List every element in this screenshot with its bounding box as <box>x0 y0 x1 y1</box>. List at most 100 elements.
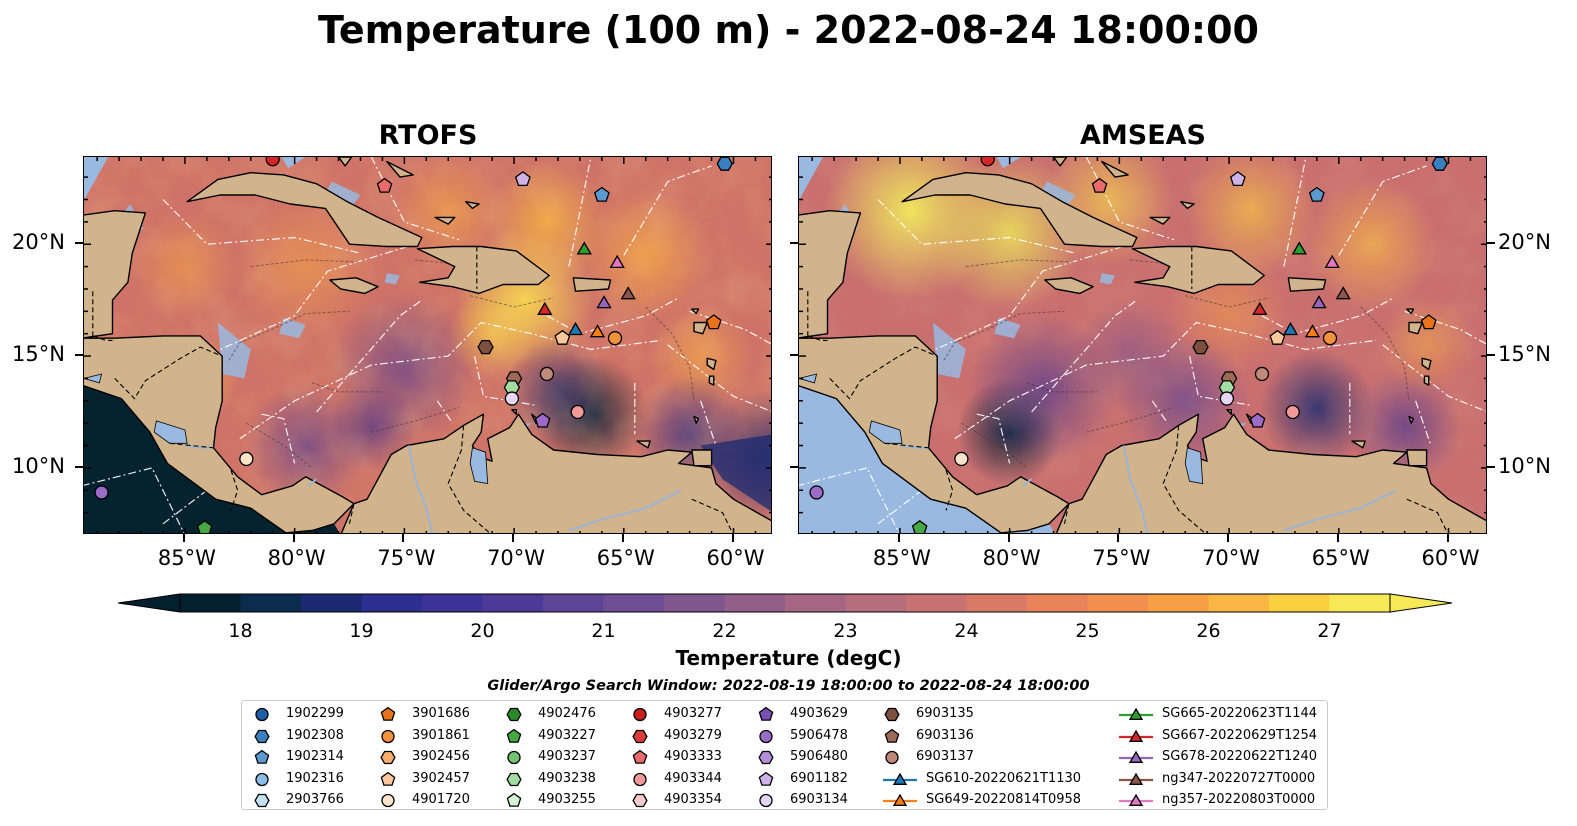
land-aruba <box>511 408 517 415</box>
legend: 1902299 1902308 1902314 1902316 2903766 39016… <box>241 700 1328 810</box>
map-marker <box>1304 324 1321 338</box>
legend-entry-label: SG678-20220622T1240 <box>1162 749 1318 764</box>
lon-tick-label: 65°W <box>1311 546 1370 570</box>
map-marker <box>596 295 612 309</box>
map-panel-amseas[interactable] <box>798 156 1487 534</box>
colorbar-segment <box>1208 594 1270 612</box>
legend-entry-label: SG649-20220814T0958 <box>926 792 1082 807</box>
map-marker <box>589 324 606 338</box>
lon-tick <box>512 534 515 542</box>
land-margarita <box>1351 440 1366 449</box>
lat-tick-label-left: 20°N <box>12 230 65 255</box>
frame-ticks <box>799 157 1486 533</box>
map-marker <box>1219 391 1235 406</box>
land-southamerica <box>340 413 771 533</box>
legend-symbol <box>758 750 774 765</box>
map-marker <box>1252 301 1268 315</box>
legend-symbol <box>506 772 522 786</box>
pacific-ocean <box>799 385 1055 533</box>
lat-tick-label-left: 15°N <box>12 342 65 367</box>
legend-symbol <box>1128 793 1144 806</box>
land-southamerica <box>1055 413 1486 533</box>
land-trinidad <box>1406 449 1428 467</box>
legend-entry-label: 3901861 <box>412 727 470 743</box>
land-grenada <box>693 415 700 424</box>
map-marker <box>980 157 995 167</box>
lon-tick <box>897 534 900 542</box>
legend-entry-label: 4903279 <box>664 727 722 743</box>
colorbar-tick-label: 23 <box>833 620 858 642</box>
map-marker <box>477 339 494 355</box>
land-cuba <box>186 171 423 248</box>
map-marker <box>1269 329 1286 345</box>
legend-symbol <box>254 793 270 808</box>
map-panel-rtofs[interactable] <box>83 156 772 534</box>
land-central <box>84 335 355 533</box>
colorbar-segment <box>966 594 1028 612</box>
legend-entry-label: 4903238 <box>538 770 596 786</box>
lon-tick-label: 60°W <box>706 546 765 570</box>
colorbar-min-arrow <box>118 593 181 613</box>
legend-symbol <box>254 729 270 743</box>
legend-symbol <box>1128 772 1144 785</box>
legend-entry-label: 6903137 <box>916 749 974 764</box>
map-marker <box>239 451 254 467</box>
land-yucatan <box>84 210 147 339</box>
map-marker <box>265 157 280 167</box>
lon-tick <box>292 534 295 542</box>
eez-boundaries <box>799 157 1486 533</box>
land-guadeloupe <box>693 321 708 335</box>
legend-entry-label: 3902456 <box>412 749 470 764</box>
colorbar-tick-label: 25 <box>1075 620 1100 642</box>
land-hispaniola <box>416 245 550 295</box>
legend-entry-label: ng347-20220727T0000 <box>1162 770 1316 786</box>
legend-entry-label: 4901720 <box>412 792 470 807</box>
colorbar-tick-label: 24 <box>954 620 979 642</box>
legend-symbol <box>892 772 908 785</box>
land-martinique <box>1421 357 1432 371</box>
land-puertorico <box>572 277 612 292</box>
legend-symbol <box>1128 729 1144 742</box>
map-marker <box>1431 157 1448 171</box>
legend-symbol <box>381 793 395 808</box>
map-marker <box>705 314 722 330</box>
land <box>799 157 1486 533</box>
observation-markers <box>809 157 1448 533</box>
colorbar-segment <box>906 594 967 612</box>
land-jamaica <box>1044 277 1094 295</box>
legend-symbol <box>254 749 270 764</box>
legend-symbol <box>380 706 396 721</box>
legend-symbol <box>380 771 396 786</box>
legend-entry-label: 6903134 <box>790 792 848 807</box>
map-marker <box>809 485 824 500</box>
map-title-amseas: AMSEAS <box>1080 120 1206 151</box>
legend-entry-label: 1902314 <box>286 749 344 764</box>
colorbar-segment <box>724 594 786 612</box>
land-bahamas2 <box>1101 160 1129 178</box>
map-marker <box>954 451 969 467</box>
legend-symbol <box>758 706 774 721</box>
map-marker <box>607 331 623 346</box>
lon-tick-label: 80°W <box>982 546 1041 570</box>
colorbar <box>118 593 1452 613</box>
colorbar-segment <box>785 594 846 612</box>
country-borders <box>807 246 1449 533</box>
legend-entry-label: 3902457 <box>412 770 470 786</box>
land-hispaniola <box>1131 245 1265 295</box>
legend-symbol <box>1128 707 1144 720</box>
legend-symbol <box>506 707 522 722</box>
legend-entry-label: 4903629 <box>790 706 848 721</box>
colorbar-segment <box>603 594 665 612</box>
colorbar-max-arrow <box>1389 593 1452 613</box>
map-marker <box>570 404 585 420</box>
land-turks <box>1180 201 1195 210</box>
map-marker <box>1249 412 1266 428</box>
legend-entry-label: 1902316 <box>286 770 344 786</box>
legend-symbol <box>255 707 269 722</box>
colorbar-segment <box>180 594 241 612</box>
lon-tick-label: 70°W <box>1202 546 1261 570</box>
map-marker <box>1282 321 1299 336</box>
legend-entry-label: 6901182 <box>790 770 848 786</box>
lat-tick-label-left: 10°N <box>12 453 65 478</box>
map-marker <box>1308 186 1325 202</box>
